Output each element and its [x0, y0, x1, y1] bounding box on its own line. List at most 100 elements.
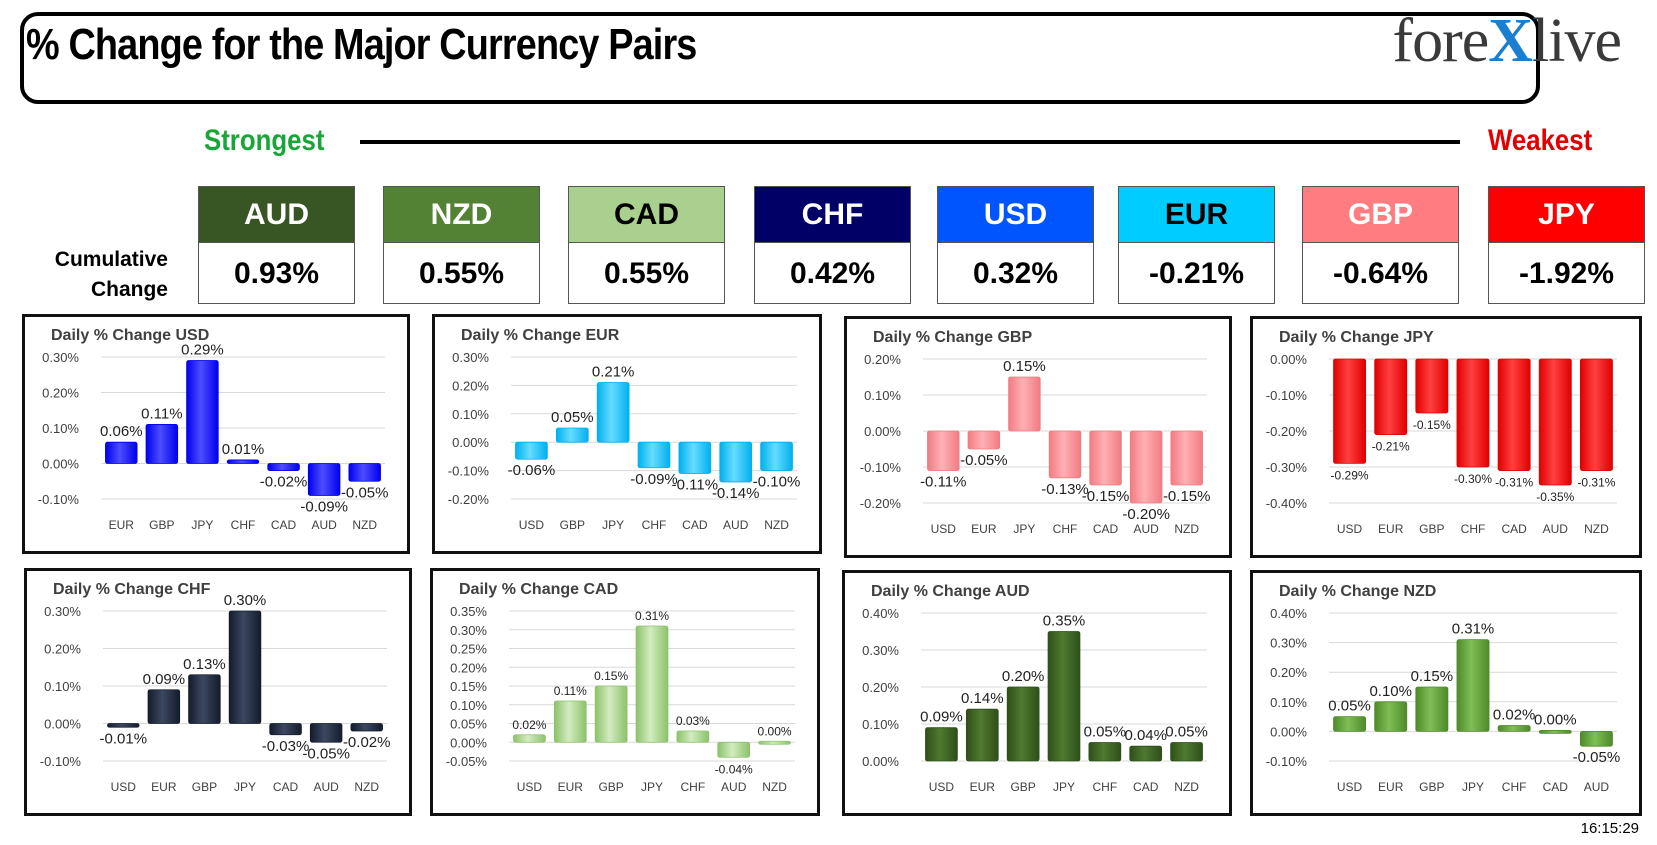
bar-usd — [1333, 358, 1367, 464]
bar-chf — [1088, 742, 1122, 762]
data-label: 0.10% — [1369, 683, 1412, 700]
y-tick-label: 0.30% — [42, 350, 79, 365]
data-label: 0.00% — [1534, 711, 1577, 728]
bar-chf — [1497, 725, 1531, 732]
currency-box-gbp: GBP -0.64% — [1302, 186, 1459, 304]
y-tick-label: -0.10% — [448, 464, 490, 479]
x-category-label: GBP — [598, 780, 623, 794]
data-label: 0.04% — [1124, 727, 1167, 744]
bar-usd — [515, 441, 548, 460]
bar-aud — [1579, 730, 1613, 747]
currency-name: USD — [938, 187, 1093, 243]
data-label: 0.21% — [592, 364, 635, 381]
bar-eur — [553, 700, 587, 743]
currency-box-chf: CHF 0.42% — [754, 186, 911, 304]
y-tick-label: -0.40% — [1266, 496, 1308, 511]
currency-name: GBP — [1303, 187, 1458, 243]
chart-title: Daily % Change CAD — [459, 581, 619, 598]
strongest-label: Strongest — [204, 124, 325, 157]
data-label: 0.03% — [676, 714, 710, 728]
y-tick-label: 0.10% — [452, 407, 489, 422]
y-tick-label: 0.25% — [450, 642, 487, 657]
y-tick-label: 0.20% — [864, 352, 901, 367]
data-label: -0.13% — [1041, 481, 1089, 498]
bar-nzd — [1579, 358, 1613, 471]
bar-aud — [309, 723, 343, 743]
page-title: % Change for the Major Currency Pairs — [26, 20, 697, 69]
y-tick-label: -0.20% — [860, 496, 902, 511]
x-category-label: GBP — [149, 518, 174, 532]
data-label: -0.05% — [960, 452, 1008, 469]
timestamp: 16:15:29 — [1580, 820, 1639, 837]
x-category-label: JPY — [234, 780, 256, 794]
y-tick-label: 0.30% — [44, 604, 81, 619]
data-label: 0.01% — [222, 441, 265, 458]
x-category-label: USD — [931, 522, 957, 536]
y-tick-label: 0.40% — [862, 606, 899, 621]
data-label: 0.11% — [141, 405, 182, 422]
x-category-label: NZD — [764, 518, 789, 532]
x-category-label: USD — [517, 780, 543, 794]
bar-chf — [637, 441, 671, 469]
data-label: 0.35% — [1043, 613, 1086, 630]
bar-gbp — [145, 424, 179, 464]
x-category-label: AUD — [723, 518, 749, 532]
bar-jpy — [635, 625, 669, 743]
bar-cad — [1538, 729, 1572, 734]
data-label: 0.31% — [635, 609, 669, 623]
bar-eur — [965, 708, 999, 762]
data-label: 0.02% — [512, 718, 546, 732]
data-label: -0.05% — [1573, 749, 1621, 766]
data-label: 0.05% — [551, 409, 594, 426]
logo-text-right: live — [1532, 7, 1622, 75]
x-category-label: CHF — [1502, 780, 1527, 794]
x-category-label: USD — [111, 780, 137, 794]
cumulative-label-line2: Change — [90, 278, 168, 301]
data-label: -0.03% — [262, 738, 310, 755]
data-label: 0.09% — [143, 671, 186, 688]
currency-box-eur: EUR -0.21% — [1118, 186, 1275, 304]
x-category-label: NZD — [1584, 522, 1609, 536]
x-category-label: CHF — [231, 518, 256, 532]
bar-gbp — [555, 427, 589, 443]
bar-nzd — [350, 723, 383, 732]
y-tick-label: 0.10% — [44, 679, 81, 694]
data-label: -0.15% — [1413, 418, 1451, 432]
bar-chart: 0.30% 0.20% 0.10% 0.00% -0.10% -0.01% USD 0.09%… — [40, 592, 391, 794]
bar-eur — [1374, 701, 1408, 732]
x-category-label: JPY — [191, 518, 213, 532]
currency-cumulative-value: 0.55% — [603, 257, 690, 290]
y-tick-label: 0.15% — [450, 679, 487, 694]
chart-panel-jpy: Daily % Change JPY 0.00% -0.10% -0.20% -0.30… — [1250, 316, 1642, 558]
x-category-label: NZD — [354, 780, 379, 794]
x-category-label: CHF — [681, 780, 706, 794]
y-tick-label: 0.10% — [450, 698, 487, 713]
data-label: -0.11% — [920, 474, 966, 491]
y-tick-label: 0.20% — [862, 680, 899, 695]
data-label: -0.06% — [508, 462, 556, 479]
cumulative-change-label: Cumulative Change — [44, 245, 168, 305]
data-label: 0.29% — [181, 342, 224, 359]
data-label: 0.13% — [183, 656, 226, 673]
weakest-label: Weakest — [1488, 124, 1593, 157]
bar-aud — [717, 741, 751, 758]
x-category-label: JPY — [1013, 522, 1035, 536]
data-label: -0.09% — [630, 471, 678, 488]
bar-eur — [967, 430, 1001, 450]
x-category-label: NZD — [1174, 522, 1199, 536]
y-tick-label: 0.35% — [450, 604, 487, 619]
data-label: -0.29% — [1331, 468, 1369, 482]
bar-aud — [307, 463, 341, 496]
chart-panel-eur: Daily % Change EUR 0.30% 0.20% 0.10% 0.00% -0… — [432, 314, 822, 554]
currency-cumulative-value: 0.55% — [418, 257, 505, 290]
bar-cad — [1129, 745, 1163, 762]
x-category-label: GBP — [560, 518, 585, 532]
data-label: -0.31% — [1577, 476, 1615, 490]
bar-chart: 0.40% 0.30% 0.20% 0.10% 0.00% -0.10% 0.05% USD 0… — [1266, 606, 1621, 794]
x-category-label: EUR — [970, 780, 996, 794]
data-label: 0.11% — [554, 684, 587, 698]
x-category-label: AUD — [1584, 780, 1610, 794]
chart-panel-aud: Daily % Change AUD 0.40% 0.30% 0.20% 0.10% 0.… — [842, 570, 1232, 816]
bar-jpy — [596, 382, 630, 443]
x-category-label: CHF — [1093, 780, 1118, 794]
